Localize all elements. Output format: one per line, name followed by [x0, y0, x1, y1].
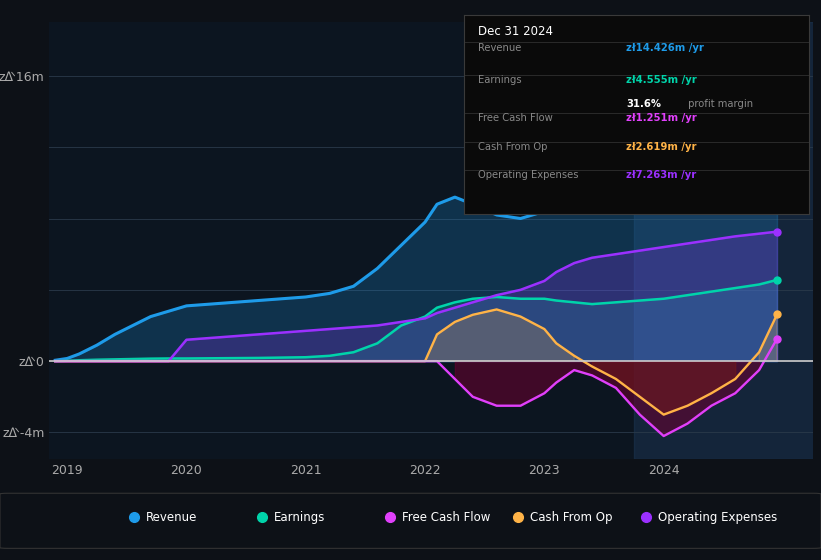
Text: Earnings: Earnings: [274, 511, 326, 524]
Text: Earnings: Earnings: [478, 75, 521, 85]
Text: zł14.426m /yr: zł14.426m /yr: [626, 43, 704, 53]
Text: zł7.263m /yr: zł7.263m /yr: [626, 170, 696, 180]
Text: zł1.251m /yr: zł1.251m /yr: [626, 113, 697, 123]
Text: Dec 31 2024: Dec 31 2024: [478, 25, 553, 38]
Text: Cash From Op: Cash From Op: [478, 142, 547, 152]
Text: profit margin: profit margin: [685, 99, 753, 109]
Text: 31.6%: 31.6%: [626, 99, 661, 109]
Text: zł4.555m /yr: zł4.555m /yr: [626, 75, 697, 85]
Text: Revenue: Revenue: [146, 511, 198, 524]
Text: Free Cash Flow: Free Cash Flow: [402, 511, 491, 524]
Text: Operating Expenses: Operating Expenses: [478, 170, 578, 180]
Bar: [634, 22, 819, 459]
Text: Operating Expenses: Operating Expenses: [658, 511, 777, 524]
Text: zł2.619m /yr: zł2.619m /yr: [626, 142, 696, 152]
Text: Revenue: Revenue: [478, 43, 521, 53]
Text: Cash From Op: Cash From Op: [530, 511, 612, 524]
Text: Free Cash Flow: Free Cash Flow: [478, 113, 553, 123]
